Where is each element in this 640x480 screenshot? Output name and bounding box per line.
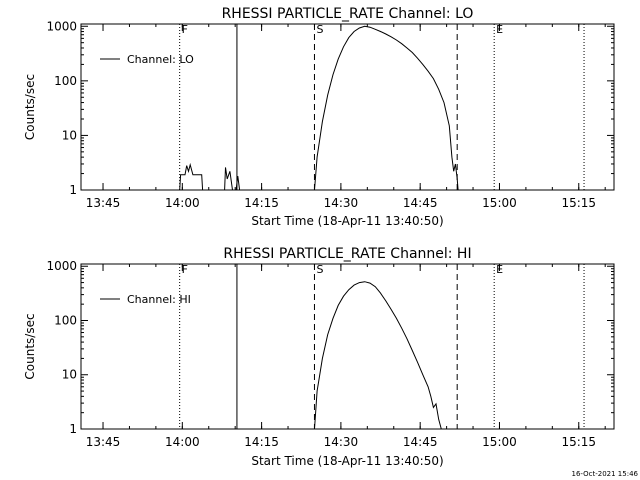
series-line <box>314 25 459 191</box>
x-axis-label: Start Time (18-Apr-11 13:40:50) <box>251 454 443 468</box>
legend-entry: Channel: LO <box>127 53 194 66</box>
plot-frame <box>80 23 615 191</box>
y-axis-label: Counts/sec <box>23 313 37 379</box>
x-tick-label: 14:15 <box>244 196 279 210</box>
x-tick-label: 13:45 <box>86 196 121 210</box>
x-tick-label: 14:15 <box>244 435 279 449</box>
plot-frame <box>80 263 615 430</box>
event-marker-label: S <box>316 23 323 36</box>
y-tick-label: 10 <box>62 368 77 382</box>
y-axis-label: Counts/sec <box>23 74 37 140</box>
x-tick-label: 14:45 <box>403 435 438 449</box>
chart-panel-2: RHESSI PARTICLE_RATE Channel: HI 13:45 14:… <box>23 246 615 468</box>
y-tick-label: 1000 <box>46 259 77 273</box>
legend-entry: Channel: HI <box>127 293 191 306</box>
series-line <box>224 167 233 191</box>
event-marker-label: S <box>316 263 323 276</box>
plot-timestamp: 16-Oct-2021 15:46 <box>572 470 639 478</box>
x-tick-label: 14:45 <box>403 196 438 210</box>
x-axis-label: Start Time (18-Apr-11 13:40:50) <box>251 214 443 228</box>
event-marker-label: F <box>182 263 188 276</box>
y-tick-label: 10 <box>62 128 77 142</box>
y-tick-label: 1 <box>69 422 77 436</box>
series-line <box>179 162 204 191</box>
chart-title: RHESSI PARTICLE_RATE Channel: LO <box>222 6 474 22</box>
event-marker-label: E <box>496 263 503 276</box>
y-tick-label: 100 <box>54 313 77 327</box>
series-line <box>235 176 241 191</box>
chart-panel-1: RHESSI PARTICLE_RATE Channel: LO 13:45 14:… <box>23 6 615 228</box>
x-tick-label: 14:30 <box>324 435 359 449</box>
x-tick-label: 15:00 <box>482 196 517 210</box>
series-line <box>314 281 442 430</box>
y-tick-label: 1000 <box>46 19 77 33</box>
event-marker-label: E <box>496 23 503 36</box>
x-tick-label: 14:30 <box>324 196 359 210</box>
y-tick-label: 100 <box>54 74 77 88</box>
x-tick-label: 13:45 <box>86 435 121 449</box>
x-tick-label: 15:00 <box>482 435 517 449</box>
y-tick-label: 1 <box>69 183 77 197</box>
chart-title: RHESSI PARTICLE_RATE Channel: HI <box>223 246 471 262</box>
x-tick-label: 15:15 <box>561 196 596 210</box>
x-tick-label: 15:15 <box>561 435 596 449</box>
event-marker-label: F <box>182 23 188 36</box>
x-tick-label: 14:00 <box>165 435 200 449</box>
x-tick-label: 14:00 <box>165 196 200 210</box>
